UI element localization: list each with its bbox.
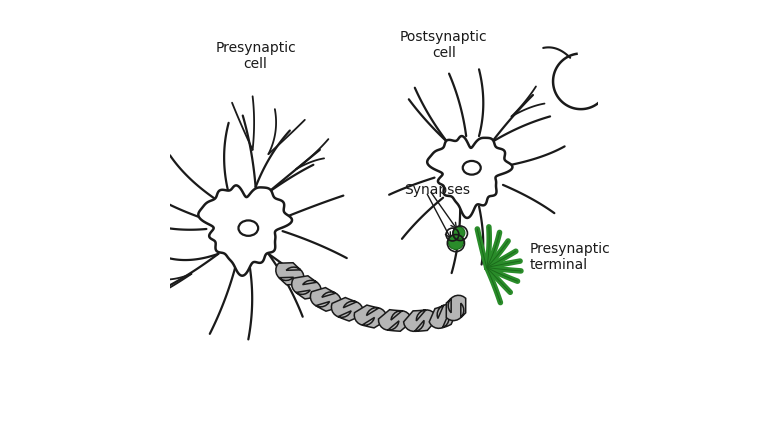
- Text: Presynaptic
terminal: Presynaptic terminal: [529, 242, 611, 272]
- Text: Postsynaptic
cell: Postsynaptic cell: [400, 30, 488, 60]
- Circle shape: [453, 227, 465, 239]
- Polygon shape: [310, 288, 341, 311]
- Ellipse shape: [239, 220, 258, 236]
- Polygon shape: [354, 305, 387, 328]
- Polygon shape: [446, 295, 465, 321]
- Circle shape: [449, 234, 464, 250]
- Polygon shape: [332, 297, 363, 321]
- Text: Synapses: Synapses: [405, 184, 471, 197]
- Polygon shape: [427, 136, 512, 218]
- Polygon shape: [404, 310, 437, 331]
- Polygon shape: [429, 304, 457, 328]
- Text: Presynaptic
cell: Presynaptic cell: [215, 41, 296, 71]
- Polygon shape: [276, 263, 304, 285]
- Ellipse shape: [463, 161, 481, 175]
- Polygon shape: [379, 310, 412, 331]
- Polygon shape: [292, 276, 321, 299]
- Polygon shape: [198, 185, 292, 276]
